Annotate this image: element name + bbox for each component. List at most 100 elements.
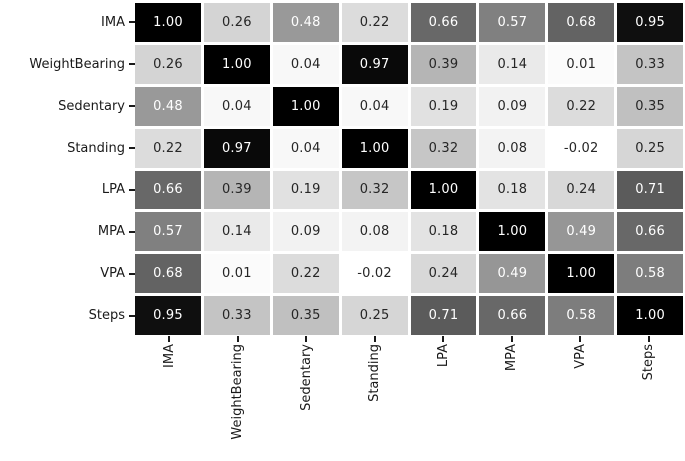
y-tick-mark <box>129 272 135 275</box>
heatmap-cell: 0.71 <box>410 296 477 335</box>
heatmap-cell: 0.66 <box>479 296 546 335</box>
heatmap-cell: 0.35 <box>617 86 683 126</box>
heatmap-cell: 0.39 <box>410 44 477 84</box>
y-tick-row: LPA <box>0 171 135 210</box>
heatmap-cell: 0.95 <box>135 296 201 335</box>
y-tick-row: MPA <box>0 212 135 251</box>
y-tick-mark <box>129 105 135 108</box>
y-tick-mark <box>129 230 135 233</box>
x-tick-mark <box>305 336 308 342</box>
heatmap-cell: 0.04 <box>272 44 339 84</box>
heatmap-cell: 0.35 <box>272 296 339 335</box>
y-tick-row: IMA <box>0 3 135 42</box>
y-tick-mark <box>129 147 135 150</box>
heatmap-cell: 1.00 <box>272 86 339 126</box>
heatmap-cell: 0.19 <box>410 86 477 126</box>
heatmap-cell: 0.97 <box>203 128 270 168</box>
heatmap-cell: 0.26 <box>135 44 201 84</box>
heatmap-cell: 0.66 <box>135 170 201 210</box>
heatmap-cell: 0.19 <box>272 170 339 210</box>
heatmap-cell: 0.39 <box>203 170 270 210</box>
heatmap-cell: 0.71 <box>617 170 683 210</box>
heatmap-cell: 0.32 <box>410 128 477 168</box>
heatmap-cell: 1.00 <box>548 254 615 294</box>
y-axis-tick-labels: IMA WeightBearing Sedentary Standing LPA MPA V… <box>0 3 135 335</box>
x-tick-mark <box>510 336 513 342</box>
y-tick-mark <box>129 188 135 191</box>
heatmap-grid: 1.00 0.26 0.48 0.22 0.66 0.57 0.68 0.95 0.26 1.00… <box>135 3 683 335</box>
x-tick-label: VPA <box>572 344 588 369</box>
heatmap-cell: 0.04 <box>203 86 270 126</box>
heatmap-cell: 1.00 <box>135 3 201 42</box>
y-tick-mark <box>129 21 135 24</box>
heatmap-cell: 0.14 <box>479 44 546 84</box>
heatmap-cell: 1.00 <box>203 44 270 84</box>
heatmap-cell: 0.68 <box>135 254 201 294</box>
heatmap-cell: -0.02 <box>548 128 615 168</box>
x-axis-tick-labels: IMA WeightBearing Sedentary Standing LPA MPA V… <box>135 344 683 461</box>
heatmap-cell: 0.04 <box>272 128 339 168</box>
y-tick-label: MPA <box>97 224 125 240</box>
heatmap-cell: 0.22 <box>272 254 339 294</box>
y-tick-row: Sedentary <box>0 87 135 126</box>
x-tick-mark <box>647 336 650 342</box>
heatmap-cell: 0.04 <box>341 86 408 126</box>
x-tick-label: Standing <box>367 344 383 402</box>
y-tick-label: IMA <box>101 14 125 30</box>
x-tick-mark <box>373 336 376 342</box>
heatmap-cell: 0.14 <box>203 212 270 252</box>
heatmap-cell: 0.22 <box>135 128 201 168</box>
x-tick-label: Steps <box>641 344 657 381</box>
heatmap-cell: 0.95 <box>617 3 683 42</box>
heatmap-cell: 1.00 <box>617 296 683 335</box>
heatmap-cell: 0.49 <box>548 212 615 252</box>
heatmap-cell: 0.09 <box>479 86 546 126</box>
heatmap-cell: 0.26 <box>203 3 270 42</box>
heatmap-cell: 0.32 <box>341 170 408 210</box>
x-tick-label: MPA <box>504 344 520 372</box>
heatmap-cell: 0.49 <box>479 254 546 294</box>
heatmap-cell: 0.18 <box>479 170 546 210</box>
heatmap-cell: 0.66 <box>617 212 683 252</box>
heatmap-cell: 1.00 <box>341 128 408 168</box>
y-tick-label: Steps <box>88 308 125 324</box>
x-tick-mark <box>442 336 445 342</box>
y-tick-row: WeightBearing <box>0 45 135 84</box>
x-tick-label: WeightBearing <box>230 344 246 440</box>
heatmap-cell: 0.68 <box>548 3 615 42</box>
y-tick-mark <box>129 314 135 317</box>
heatmap-cell: 0.24 <box>410 254 477 294</box>
y-tick-row: Standing <box>0 129 135 168</box>
heatmap-cell: -0.02 <box>341 254 408 294</box>
heatmap-cell: 0.22 <box>341 3 408 42</box>
heatmap-cell: 0.18 <box>410 212 477 252</box>
heatmap-cell: 0.48 <box>135 86 201 126</box>
heatmap-cell: 0.01 <box>548 44 615 84</box>
heatmap-cell: 0.09 <box>272 212 339 252</box>
x-tick-label: Sedentary <box>298 344 314 411</box>
y-tick-label: Standing <box>67 140 125 156</box>
heatmap-cell: 0.33 <box>617 44 683 84</box>
heatmap-cell: 0.25 <box>617 128 683 168</box>
heatmap-cell: 0.22 <box>548 86 615 126</box>
x-tick-mark <box>168 336 171 342</box>
heatmap-cell: 0.08 <box>341 212 408 252</box>
heatmap-cell: 1.00 <box>479 212 546 252</box>
y-tick-label: LPA <box>101 182 125 198</box>
heatmap-cell: 1.00 <box>410 170 477 210</box>
y-tick-row: Steps <box>0 296 135 335</box>
heatmap-cell: 0.25 <box>341 296 408 335</box>
heatmap-cell: 0.01 <box>203 254 270 294</box>
x-tick-mark <box>579 336 582 342</box>
heatmap-cell: 0.57 <box>135 212 201 252</box>
heatmap-cell: 0.33 <box>203 296 270 335</box>
y-tick-row: VPA <box>0 254 135 293</box>
heatmap-cell: 0.24 <box>548 170 615 210</box>
heatmap-cell: 0.97 <box>341 44 408 84</box>
heatmap-cell: 0.66 <box>410 3 477 42</box>
x-tick-label: IMA <box>161 344 177 368</box>
y-tick-label: WeightBearing <box>29 56 125 72</box>
heatmap-cell: 0.58 <box>548 296 615 335</box>
y-tick-label: VPA <box>100 266 125 282</box>
